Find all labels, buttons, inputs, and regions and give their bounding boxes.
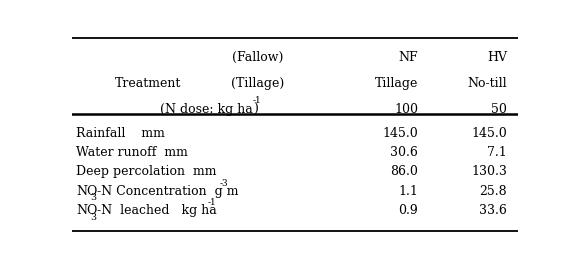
Text: ): )	[253, 103, 257, 116]
Text: -1: -1	[253, 96, 262, 105]
Text: (Fallow): (Fallow)	[232, 51, 283, 64]
Text: No-till: No-till	[468, 77, 507, 90]
Text: NO: NO	[77, 204, 98, 217]
Text: Deep percolation  mm: Deep percolation mm	[77, 166, 217, 178]
Text: Water runoff  mm: Water runoff mm	[77, 146, 188, 159]
Text: -3: -3	[219, 179, 228, 188]
Text: -N Concentration  g m: -N Concentration g m	[97, 185, 238, 198]
Text: -N  leached   kg ha: -N leached kg ha	[97, 204, 217, 217]
Text: Tillage: Tillage	[374, 77, 418, 90]
Text: 86.0: 86.0	[390, 166, 418, 178]
Text: NF: NF	[399, 51, 418, 64]
Text: 130.3: 130.3	[471, 166, 507, 178]
Text: (Tillage): (Tillage)	[230, 77, 284, 90]
Text: 25.8: 25.8	[480, 185, 507, 198]
Text: (N dose: kg ha: (N dose: kg ha	[160, 103, 253, 116]
Text: 33.6: 33.6	[479, 204, 507, 217]
Text: 1.1: 1.1	[398, 185, 418, 198]
Text: HV: HV	[487, 51, 507, 64]
Text: 145.0: 145.0	[472, 127, 507, 140]
Text: 7.1: 7.1	[487, 146, 507, 159]
Text: 50: 50	[491, 103, 507, 116]
Text: 0.9: 0.9	[398, 204, 418, 217]
Text: -1: -1	[207, 198, 216, 207]
Text: NO: NO	[77, 185, 98, 198]
Text: 3: 3	[91, 213, 97, 221]
Text: Rainfall    mm: Rainfall mm	[77, 127, 165, 140]
Text: 30.6: 30.6	[390, 146, 418, 159]
Text: 3: 3	[91, 193, 97, 202]
Text: 100: 100	[394, 103, 418, 116]
Text: 145.0: 145.0	[382, 127, 418, 140]
Text: Treatment: Treatment	[115, 77, 181, 90]
